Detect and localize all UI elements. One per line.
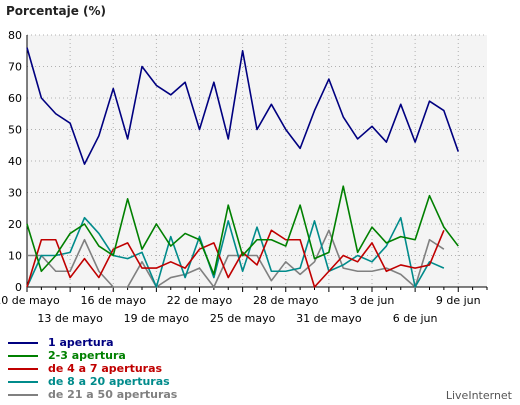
x-tick-label: 10 de mayo [0,294,60,307]
series-line-2 [26,185,459,276]
chart-title: Porcentaje (%) [6,4,107,18]
y-tick-label: 0 [15,281,22,294]
x-tick-label: 22 de mayo [167,294,233,307]
y-tick-label: 60 [8,92,22,105]
series-line-1 [26,47,460,165]
x-tick-label: 6 de jun [393,312,438,325]
y-tick-label: 40 [8,155,22,168]
legend-swatch [8,342,38,344]
series-line-3 [26,229,445,288]
y-tick-label: 30 [8,187,22,200]
y-tick-label: 50 [8,124,22,137]
x-tick-label: 31 de mayo [296,312,362,325]
legend-swatch [8,355,38,357]
plot-background [27,35,487,287]
legend-label: de 21 a 50 aperturas [48,388,178,401]
brand-label: LiveInternet [445,389,512,402]
legend-swatch [8,394,38,396]
legend-label: de 4 a 7 aperturas [48,362,163,375]
legend-swatch [8,368,38,370]
x-tick-label: 3 de jun [350,294,395,307]
y-tick-label: 80 [8,29,22,42]
x-tick-label: 28 de mayo [253,294,319,307]
x-tick-label: 25 de mayo [210,312,276,325]
legend-swatch [8,381,38,383]
legend-label: 1 apertura [48,336,114,349]
y-tick-label: 70 [8,61,22,74]
x-tick-label: 19 de mayo [124,312,190,325]
x-tick-label: 13 de mayo [37,312,103,325]
x-tick-label: 16 de mayo [81,294,147,307]
y-tick-label: 10 [8,250,22,263]
legend-label: 2-3 apertura [48,349,126,362]
legend-label: de 8 a 20 aperturas [48,375,170,388]
series-line-5 [27,229,445,288]
y-tick-label: 20 [8,218,22,231]
x-tick-label: 9 de jun [436,294,481,307]
series-line-4 [26,216,445,288]
